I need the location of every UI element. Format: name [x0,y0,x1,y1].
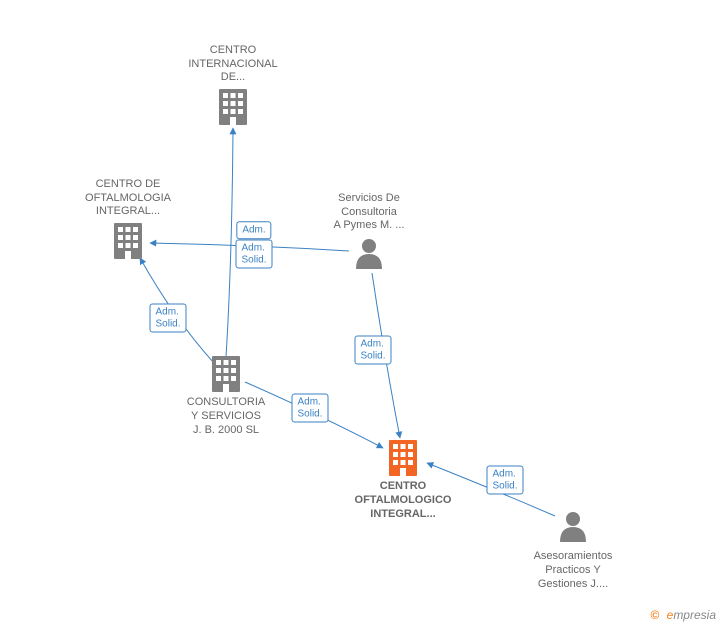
company-icon[interactable] [212,356,240,392]
edge-consultoria_servicios_jb-centro_internacional [226,128,233,357]
edge-label: Adm. Solid. [291,394,328,423]
brand-rest: mpresia [673,608,716,622]
node-label-consultoria_servicios_jb[interactable]: CONSULTORIA Y SERVICIOS J. B. 2000 SL [187,396,265,437]
company-icon[interactable] [389,440,417,476]
node-label-centro_oftalmologia_integral[interactable]: CENTRO DE OFTALMOLOGIA INTEGRAL... [85,178,171,219]
node-label-asesoramientos_practicos[interactable]: Asesoramientos Practicos Y Gestiones J..… [534,550,613,591]
node-label-servicios_consultoria[interactable]: Servicios De Consultoria A Pymes M. ... [334,192,405,233]
footer-credit: © empresia [650,608,716,622]
person-icon[interactable] [356,239,382,269]
edge-label: Adm. [236,221,271,239]
node-label-centro_internacional[interactable]: CENTRO INTERNACIONAL DE... [188,44,277,85]
person-icon[interactable] [560,512,586,542]
edge-label: Adm. Solid. [354,336,391,365]
diagram-canvas [0,0,728,630]
company-icon[interactable] [114,223,142,259]
edge-label: Adm. Solid. [149,304,186,333]
edge-label: Adm. Solid. [486,466,523,495]
edge-label: Adm. Solid. [235,240,272,269]
node-label-centro_oftalmologico_integral[interactable]: CENTRO OFTALMOLOGICO INTEGRAL... [355,480,452,521]
company-icon[interactable] [219,89,247,125]
copyright-symbol: © [650,608,659,622]
